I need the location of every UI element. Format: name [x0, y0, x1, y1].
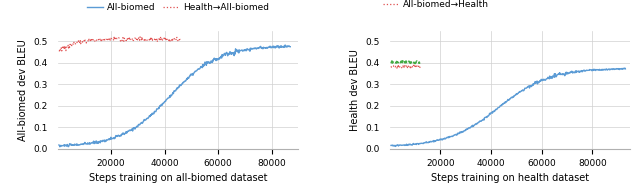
Health (A) — [387, 144, 395, 146]
Health→All-biomed — [55, 49, 63, 52]
All-biomed — [56, 146, 64, 148]
Y-axis label: Health dev BLEU: Health dev BLEU — [350, 49, 360, 131]
All-biomed→Health — [402, 66, 410, 68]
Health→All-biomed→Health — [416, 62, 424, 64]
All-biomed→Health — [394, 63, 402, 66]
Health→All-biomed — [58, 50, 65, 52]
Health→All-biomed — [157, 38, 165, 40]
Health (A) — [621, 68, 629, 70]
X-axis label: Steps training on all-biomed dataset: Steps training on all-biomed dataset — [89, 173, 267, 183]
Health→All-biomed→Health — [408, 62, 415, 64]
Y-axis label: All-biomed dev BLEU: All-biomed dev BLEU — [18, 39, 28, 141]
Health→All-biomed — [145, 39, 153, 41]
Line: All-biomed: All-biomed — [59, 45, 291, 147]
All-biomed→Health — [387, 65, 395, 67]
All-biomed→Health — [403, 64, 410, 67]
All-biomed — [167, 94, 175, 96]
All-biomed — [282, 44, 289, 46]
All-biomed→Health — [408, 65, 416, 67]
Line: Health→All-biomed: Health→All-biomed — [59, 37, 180, 51]
Line: All-biomed→Health: All-biomed→Health — [391, 65, 420, 69]
Health (A) — [580, 70, 588, 72]
Health→All-biomed→Health — [395, 62, 403, 64]
Health→All-biomed — [88, 37, 95, 39]
Health (A) — [392, 145, 399, 148]
All-biomed→Health — [416, 67, 424, 69]
Health→All-biomed — [177, 38, 184, 40]
Health→All-biomed→Health — [416, 62, 424, 64]
All-biomed→Health — [416, 65, 424, 68]
Health→All-biomed→Health — [396, 61, 404, 63]
Health→All-biomed — [136, 36, 144, 38]
Health→All-biomed — [166, 39, 174, 41]
Health→All-biomed — [116, 39, 124, 41]
Line: Health (A): Health (A) — [391, 68, 625, 146]
Health (A) — [527, 84, 535, 87]
Health (A) — [499, 103, 507, 105]
Health (A) — [500, 102, 508, 104]
Legend: Health (A), All-biomed→Health, Health→All-biomed→Health: Health (A), All-biomed→Health, Health→Al… — [379, 0, 640, 13]
Legend: All-biomed, Health→All-biomed: All-biomed, Health→All-biomed — [84, 0, 273, 16]
Health (A) — [621, 67, 628, 69]
All-biomed — [55, 144, 63, 146]
Health (A) — [616, 68, 624, 70]
Line: Health→All-biomed→Health: Health→All-biomed→Health — [391, 61, 420, 64]
Health→All-biomed→Health — [402, 60, 410, 62]
Health→All-biomed — [157, 36, 164, 38]
Health→All-biomed→Health — [399, 60, 406, 62]
All-biomed — [180, 80, 188, 83]
All-biomed — [193, 69, 201, 71]
All-biomed — [245, 48, 253, 50]
Health→All-biomed→Health — [387, 62, 395, 64]
All-biomed→Health — [393, 68, 401, 70]
X-axis label: Steps training on health dataset: Steps training on health dataset — [431, 173, 589, 183]
All-biomed — [282, 45, 289, 48]
Health→All-biomed→Health — [411, 62, 419, 65]
All-biomed — [287, 46, 294, 48]
All-biomed→Health — [396, 66, 404, 68]
All-biomed — [165, 96, 173, 99]
All-biomed→Health — [397, 65, 404, 68]
Health (A) — [515, 92, 522, 94]
Health→All-biomed→Health — [401, 62, 409, 64]
